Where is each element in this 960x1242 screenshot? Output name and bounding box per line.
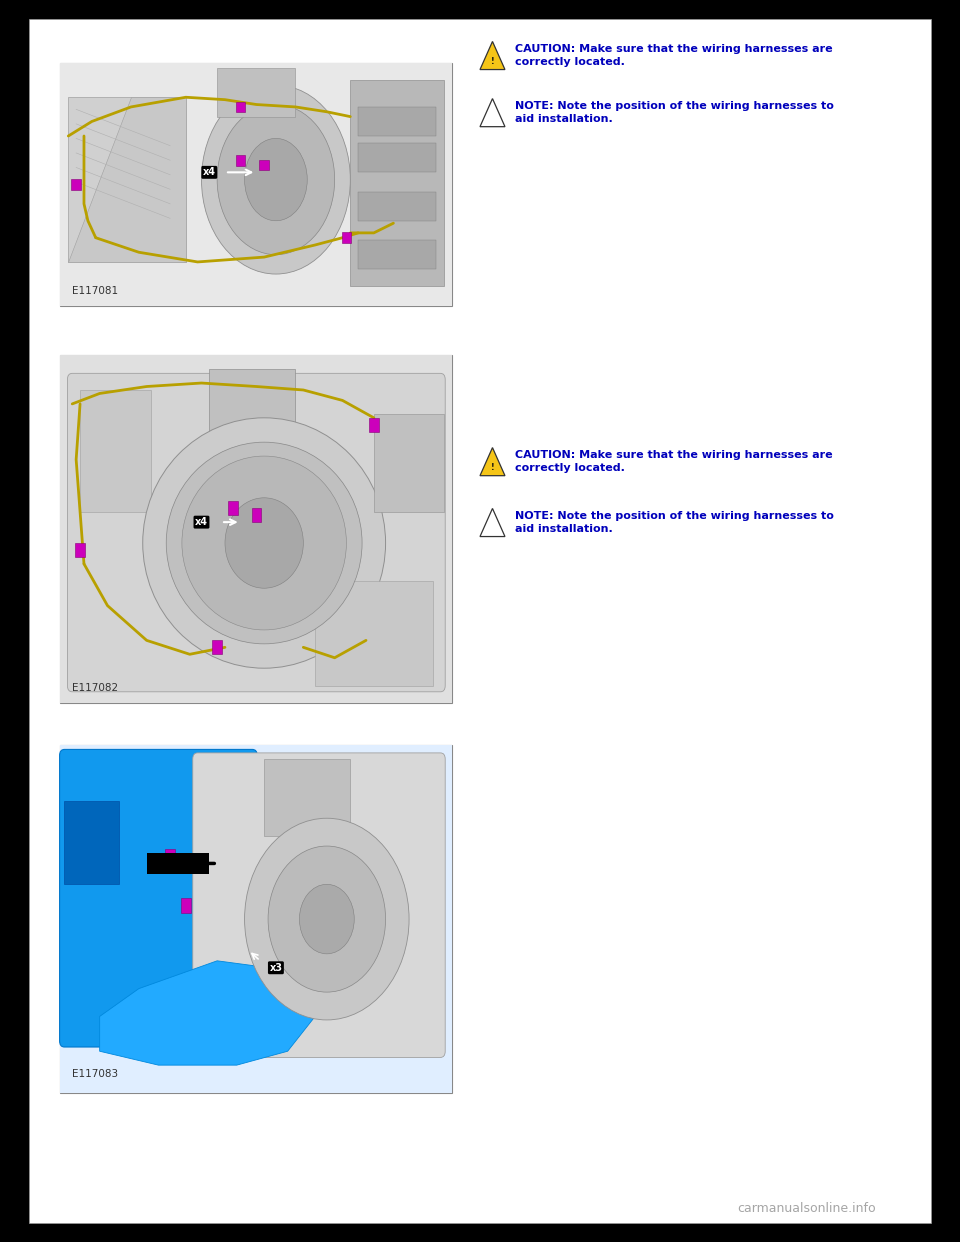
FancyBboxPatch shape: [60, 63, 452, 306]
FancyBboxPatch shape: [358, 107, 437, 137]
Ellipse shape: [300, 884, 354, 954]
FancyBboxPatch shape: [60, 745, 452, 1093]
FancyBboxPatch shape: [60, 355, 452, 703]
Polygon shape: [480, 508, 505, 537]
FancyBboxPatch shape: [60, 749, 257, 1047]
FancyBboxPatch shape: [60, 745, 452, 1093]
Bar: [76, 543, 84, 556]
FancyBboxPatch shape: [29, 19, 931, 1223]
Text: NOTE: Note the position of the wiring harnesses to
aid installation.: NOTE: Note the position of the wiring ha…: [515, 510, 833, 534]
FancyBboxPatch shape: [315, 581, 433, 686]
FancyBboxPatch shape: [358, 143, 437, 173]
Text: E117083: E117083: [72, 1069, 118, 1079]
Text: E117082: E117082: [72, 683, 118, 693]
FancyBboxPatch shape: [217, 68, 296, 117]
Ellipse shape: [245, 138, 307, 221]
FancyBboxPatch shape: [209, 369, 296, 452]
Polygon shape: [480, 447, 505, 476]
FancyBboxPatch shape: [64, 801, 119, 884]
Bar: [236, 155, 246, 165]
Text: !: !: [491, 463, 494, 472]
Bar: [252, 508, 261, 522]
Polygon shape: [480, 98, 505, 127]
Bar: [259, 160, 269, 170]
Polygon shape: [100, 961, 315, 1066]
Text: x3: x3: [270, 963, 282, 972]
FancyBboxPatch shape: [193, 753, 445, 1057]
FancyBboxPatch shape: [373, 415, 444, 512]
Ellipse shape: [143, 417, 386, 668]
Text: carmanualsonline.info: carmanualsonline.info: [737, 1202, 876, 1215]
Bar: [342, 232, 351, 243]
Bar: [236, 102, 246, 112]
Polygon shape: [68, 97, 186, 262]
FancyBboxPatch shape: [60, 355, 452, 703]
Ellipse shape: [245, 818, 409, 1020]
FancyBboxPatch shape: [358, 240, 437, 270]
Ellipse shape: [202, 86, 350, 274]
FancyBboxPatch shape: [264, 759, 350, 836]
Bar: [71, 179, 81, 190]
Ellipse shape: [181, 456, 347, 630]
Ellipse shape: [217, 104, 335, 255]
Ellipse shape: [268, 846, 386, 992]
Bar: [228, 502, 237, 515]
Bar: [370, 417, 378, 432]
FancyBboxPatch shape: [147, 853, 209, 874]
Text: NOTE: Note the position of the wiring harnesses to
aid installation.: NOTE: Note the position of the wiring ha…: [515, 101, 833, 124]
Ellipse shape: [166, 442, 362, 643]
Text: E117081: E117081: [72, 286, 118, 296]
Ellipse shape: [225, 498, 303, 589]
FancyBboxPatch shape: [68, 97, 186, 262]
FancyBboxPatch shape: [67, 374, 445, 692]
FancyBboxPatch shape: [358, 191, 437, 221]
Text: CAUTION: Make sure that the wiring harnesses are
correctly located.: CAUTION: Make sure that the wiring harne…: [515, 43, 832, 67]
Text: !: !: [491, 57, 494, 66]
Bar: [165, 848, 175, 864]
Text: x4: x4: [195, 517, 208, 527]
FancyBboxPatch shape: [60, 63, 452, 306]
FancyBboxPatch shape: [350, 81, 444, 286]
FancyBboxPatch shape: [80, 390, 151, 512]
Bar: [212, 641, 222, 655]
Bar: [181, 898, 190, 913]
Polygon shape: [480, 41, 505, 70]
Text: x4: x4: [203, 168, 216, 178]
Text: CAUTION: Make sure that the wiring harnesses are
correctly located.: CAUTION: Make sure that the wiring harne…: [515, 450, 832, 473]
